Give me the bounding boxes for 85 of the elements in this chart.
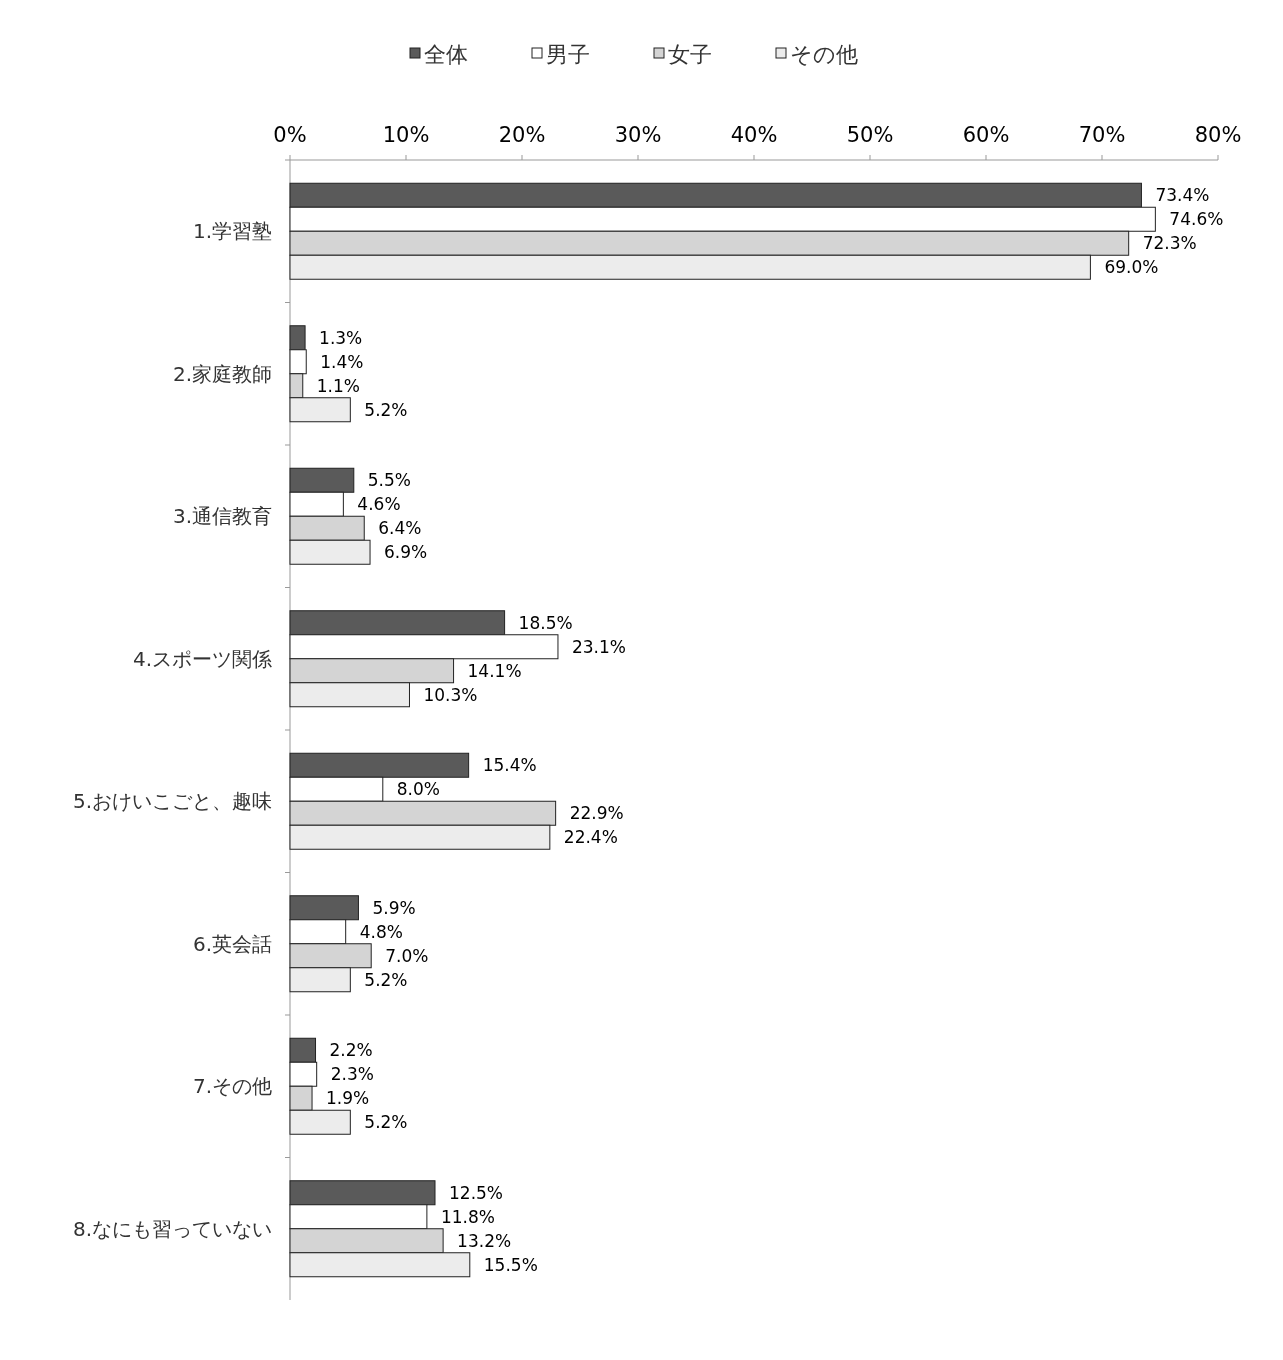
data-label: 11.8% xyxy=(440,1206,495,1227)
bar xyxy=(289,467,355,493)
bar xyxy=(289,349,307,375)
bar xyxy=(289,373,304,399)
bar xyxy=(289,658,455,684)
data-label: 1.1% xyxy=(316,375,360,396)
data-label: 69.0% xyxy=(1104,257,1159,278)
bar xyxy=(289,610,506,636)
data-label: 22.4% xyxy=(563,827,618,848)
data-label: 8.0% xyxy=(396,779,440,800)
bar xyxy=(289,1061,318,1087)
bar xyxy=(289,895,359,921)
data-label: 23.1% xyxy=(571,636,626,657)
data-label: 2.3% xyxy=(330,1064,374,1085)
data-label: 73.4% xyxy=(1155,185,1210,206)
bar xyxy=(289,919,347,945)
data-label: 12.5% xyxy=(449,1182,504,1203)
data-label: 6.9% xyxy=(384,542,428,563)
bar xyxy=(289,776,384,802)
x-tick-label: 10% xyxy=(382,123,430,147)
bar xyxy=(289,1109,351,1135)
bar xyxy=(289,1204,428,1230)
data-label: 10.3% xyxy=(423,684,478,705)
bar xyxy=(289,824,551,850)
x-tick-label: 80% xyxy=(1194,123,1242,147)
y-tick-label: 1.学習塾 xyxy=(192,219,272,244)
data-label: 6.4% xyxy=(378,518,422,539)
bar xyxy=(289,182,1142,208)
data-label: 1.4% xyxy=(320,351,364,372)
y-tick-label: 8.なにも習っていない xyxy=(72,1216,272,1241)
x-tick-label: 0% xyxy=(273,123,307,147)
y-tick-label: 5.おけいこごと、趣味 xyxy=(72,789,272,814)
y-tick-label: 3.通信教育 xyxy=(172,504,272,529)
data-label: 2.2% xyxy=(329,1040,373,1061)
data-label: 74.6% xyxy=(1169,209,1224,230)
legend-label: 全体 xyxy=(424,42,468,67)
bar xyxy=(289,206,1156,232)
y-tick-label: 2.家庭教師 xyxy=(172,361,272,386)
bar xyxy=(289,682,410,708)
data-label: 15.5% xyxy=(483,1254,538,1275)
x-tick-label: 30% xyxy=(614,123,662,147)
data-label: 5.5% xyxy=(367,470,411,491)
bar xyxy=(289,943,372,969)
bar xyxy=(289,515,365,541)
data-label: 7.0% xyxy=(385,945,429,966)
data-label: 5.2% xyxy=(364,399,408,420)
x-tick-label: 60% xyxy=(962,123,1010,147)
data-label: 5.2% xyxy=(364,969,408,990)
legend-label: その他 xyxy=(790,42,858,67)
x-tick-label: 50% xyxy=(846,123,894,147)
data-label: 1.3% xyxy=(319,327,363,348)
data-label: 13.2% xyxy=(457,1230,512,1251)
data-label: 18.5% xyxy=(518,612,573,633)
data-label: 72.3% xyxy=(1142,233,1197,254)
legend-label: 男子 xyxy=(546,42,590,67)
bar xyxy=(289,634,559,660)
bar xyxy=(289,967,351,993)
bar xyxy=(289,397,351,423)
x-tick-label: 70% xyxy=(1078,123,1126,147)
data-label: 22.9% xyxy=(569,803,624,824)
data-label: 4.8% xyxy=(359,921,403,942)
bar xyxy=(289,1180,436,1206)
bar xyxy=(289,752,470,778)
bar xyxy=(289,325,306,351)
data-label: 5.2% xyxy=(364,1112,408,1133)
bar xyxy=(289,1252,471,1278)
data-label: 4.6% xyxy=(357,494,401,515)
data-label: 14.1% xyxy=(467,660,522,681)
data-label: 1.9% xyxy=(326,1088,370,1109)
legend-label: 女子 xyxy=(668,42,712,67)
y-tick-label: 4.スポーツ関係 xyxy=(132,646,272,671)
bar xyxy=(289,800,557,826)
x-tick-label: 20% xyxy=(498,123,546,147)
bar xyxy=(289,1037,317,1063)
bar xyxy=(289,230,1130,256)
x-tick-label: 40% xyxy=(730,123,778,147)
y-tick-label: 6.英会話 xyxy=(192,931,272,956)
data-label: 15.4% xyxy=(482,755,537,776)
y-tick-label: 7.その他 xyxy=(192,1074,272,1099)
bar xyxy=(289,491,344,517)
bar xyxy=(289,1228,444,1254)
data-label: 5.9% xyxy=(372,897,416,918)
bar xyxy=(289,254,1091,280)
bar xyxy=(289,539,371,565)
bar xyxy=(289,1085,313,1111)
